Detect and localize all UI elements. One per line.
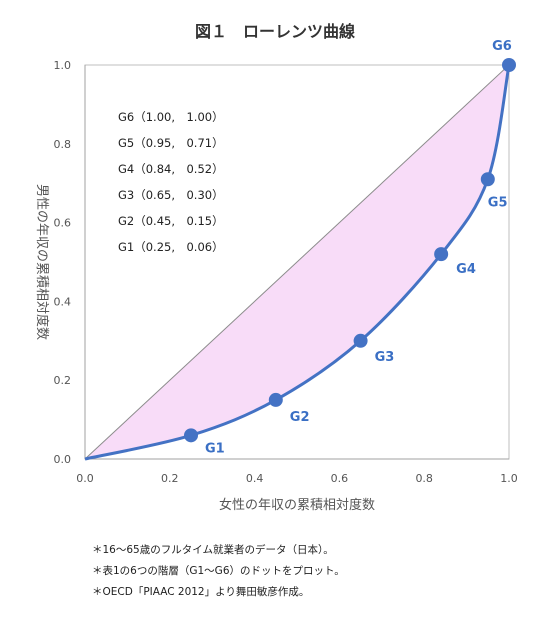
y-tick-label: 0.6 — [54, 217, 72, 230]
chart-title: 図１ ローレンツ曲線 — [195, 22, 355, 41]
x-tick-label: 0.0 — [76, 472, 94, 485]
y-tick-label: 0.2 — [54, 374, 72, 387]
point-label-g1: G1 — [205, 441, 225, 456]
coordinate-annotation: G6（1.00, 1.00） — [118, 110, 224, 124]
y-tick-label: 1.0 — [54, 59, 72, 72]
point-label-g4: G4 — [456, 262, 476, 277]
coordinate-annotation: G5（0.95, 0.71） — [118, 136, 224, 150]
x-tick-label: 0.6 — [331, 472, 349, 485]
x-tick-label: 0.8 — [415, 472, 433, 485]
x-axis-label: 女性の年収の累積相対度数 — [219, 497, 375, 513]
data-point-g5 — [480, 172, 495, 187]
footnotes: ＊16〜65歳のフルタイム就業者のデータ（日本）。 ＊表1の6つの階層（G1〜G… — [92, 540, 345, 603]
data-point-g2 — [268, 392, 283, 407]
footnote: ＊16〜65歳のフルタイム就業者のデータ（日本）。 — [92, 544, 334, 556]
point-label-g5: G5 — [488, 195, 508, 210]
coordinate-annotation: G2（0.45, 0.15） — [118, 214, 224, 228]
footnote: ＊表1の6つの階層（G1〜G6）のドットをプロット。 — [92, 565, 345, 577]
coordinate-annotation: G3（0.65, 0.30） — [118, 188, 224, 202]
data-point-g6 — [502, 58, 516, 72]
point-label-g2: G2 — [290, 410, 310, 425]
data-point-g3 — [353, 333, 368, 348]
data-point-g1 — [184, 428, 198, 443]
coordinate-annotation: G1（0.25, 0.06） — [118, 240, 224, 254]
point-label-g6: G6 — [492, 39, 512, 54]
point-label-g3: G3 — [375, 350, 395, 365]
coordinate-annotation: G4（0.84, 0.52） — [118, 162, 224, 176]
y-tick-label: 0.8 — [54, 138, 72, 151]
equality-line — [84, 64, 510, 460]
x-tick-label: 0.2 — [161, 472, 179, 485]
y-tick-label: 0.4 — [54, 295, 72, 308]
y-tick-label: 0.0 — [54, 453, 72, 466]
data-point-g4 — [434, 247, 449, 262]
x-tick-label: 0.4 — [246, 472, 264, 485]
footnote: ＊OECD「PIAAC 2012」より舞田敏彦作成。 — [92, 586, 310, 598]
plot-area: 0.0 0.2 0.4 0.6 0.8 1.0 0.0 0.2 0.4 0.6 0.8 1.0 G1 G2… — [54, 39, 518, 485]
y-axis-label: 男性の年収の累積相対度数 — [34, 184, 50, 340]
x-tick-label: 1.0 — [500, 472, 518, 485]
